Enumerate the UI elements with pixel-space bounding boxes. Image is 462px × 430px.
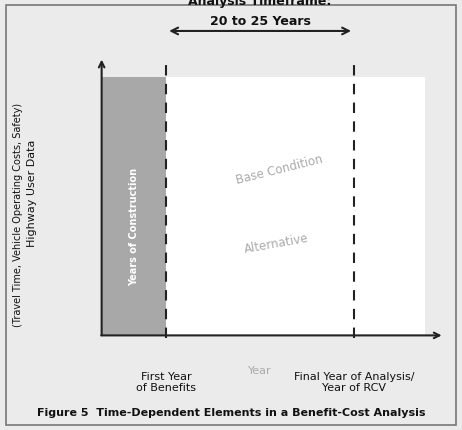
Text: First Year
of Benefits: First Year of Benefits	[136, 372, 196, 393]
FancyBboxPatch shape	[6, 5, 456, 425]
Text: Year: Year	[248, 366, 272, 376]
Bar	[102, 77, 166, 335]
Text: Base Condition: Base Condition	[235, 153, 324, 187]
Text: (Travel Time, Vehicle Operating Costs, Safety): (Travel Time, Vehicle Operating Costs, S…	[13, 103, 24, 327]
Text: Highway User Data: Highway User Data	[27, 140, 37, 247]
Text: Figure 5  Time-Dependent Elements in a Benefit-Cost Analysis: Figure 5 Time-Dependent Elements in a Be…	[37, 408, 425, 418]
Text: Alternative: Alternative	[243, 232, 310, 256]
Text: Final Year of Analysis/
Year of RCV: Final Year of Analysis/ Year of RCV	[294, 372, 414, 393]
Text: Years of Construction: Years of Construction	[129, 168, 139, 286]
Text: 20 to 25 Years: 20 to 25 Years	[210, 15, 310, 28]
Text: Analysis Timeframe:: Analysis Timeframe:	[188, 0, 332, 8]
